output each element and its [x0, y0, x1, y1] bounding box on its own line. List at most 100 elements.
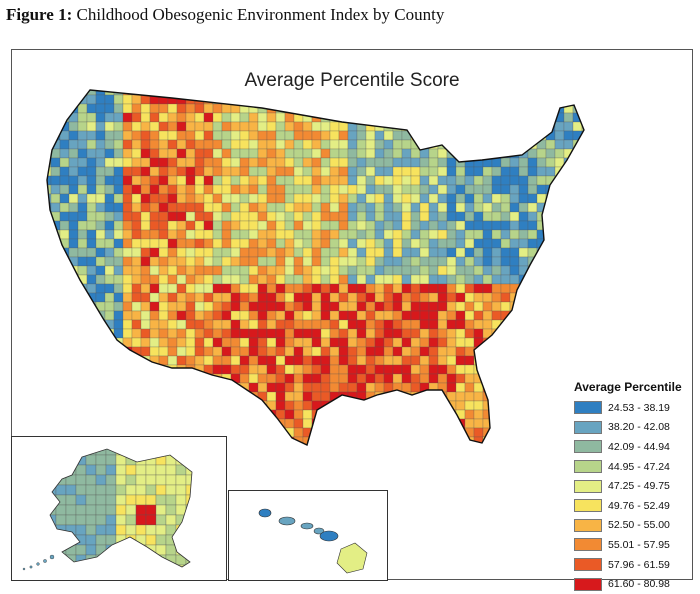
county-cell: [437, 220, 448, 231]
county-cell: [401, 175, 412, 186]
county-cell: [374, 310, 385, 321]
county-cell: [356, 202, 367, 213]
borough-cell: [65, 524, 77, 536]
county-cell: [95, 211, 106, 222]
county-cell: [47, 346, 52, 357]
county-cell: [401, 166, 412, 177]
county-cell: [230, 337, 241, 348]
county-cell: [95, 382, 106, 393]
county-cell: [68, 409, 79, 420]
county-cell: [401, 157, 412, 168]
county-cell: [356, 283, 367, 294]
county-cell: [77, 166, 88, 177]
county-cell: [365, 229, 376, 240]
county-cell: [563, 94, 574, 105]
borough-cell: [165, 454, 177, 466]
legend-swatch: [574, 479, 602, 493]
county-cell: [140, 418, 151, 429]
county-cell: [546, 446, 555, 455]
county-cell: [410, 247, 421, 258]
county-cell: [239, 283, 250, 294]
county-cell: [275, 211, 286, 222]
county-cell: [464, 256, 475, 267]
county-cell: [500, 202, 511, 213]
county-cell: [509, 220, 520, 231]
county-cell: [104, 418, 115, 429]
county-cell: [509, 211, 520, 222]
county-cell: [527, 130, 538, 141]
county-cell: [536, 148, 547, 159]
county-cell: [122, 274, 133, 285]
county-cell: [591, 311, 600, 320]
county-cell: [482, 202, 493, 213]
county-cell: [77, 103, 88, 114]
county-cell: [122, 103, 133, 114]
county-cell: [572, 211, 583, 222]
county-cell: [509, 193, 520, 204]
county-cell: [113, 229, 124, 240]
legend-swatch: [574, 460, 602, 474]
county-cell: [473, 283, 484, 294]
county-cell: [257, 328, 268, 339]
county-cell: [356, 103, 367, 114]
county-cell: [482, 283, 493, 294]
county-cell: [473, 391, 484, 402]
county-cell: [275, 373, 286, 384]
county-cell: [77, 184, 88, 195]
county-cell: [446, 355, 457, 366]
county-cell: [392, 391, 403, 402]
county-cell: [257, 355, 268, 366]
county-cell: [374, 436, 385, 445]
county-cell: [455, 355, 466, 366]
county-cell: [347, 355, 358, 366]
county-cell: [122, 319, 133, 330]
county-cell: [140, 283, 151, 294]
county-cell: [185, 319, 196, 330]
county-cell: [428, 130, 439, 141]
county-cell: [266, 238, 277, 249]
borough-cell: [175, 554, 187, 566]
county-cell: [383, 247, 394, 258]
county-cell: [203, 418, 214, 429]
county-cell: [113, 418, 124, 429]
county-cell: [158, 121, 169, 132]
county-cell: [311, 247, 322, 258]
county-cell: [77, 391, 88, 402]
county-cell: [374, 103, 385, 114]
county-cell: [86, 103, 97, 114]
county-cell: [446, 436, 457, 445]
county-cell: [140, 265, 151, 276]
county-cell: [50, 247, 61, 258]
county-cell: [338, 103, 349, 114]
county-cell: [167, 130, 178, 141]
county-cell: [122, 157, 133, 168]
county-cell: [518, 355, 529, 366]
borough-cell: [85, 464, 97, 476]
county-cell: [527, 364, 538, 375]
county-cell: [428, 148, 439, 159]
county-cell: [527, 373, 538, 384]
borough-cell: [165, 514, 177, 526]
county-cell: [401, 409, 412, 420]
county-cell: [437, 256, 448, 267]
county-cell: [311, 211, 322, 222]
county-cell: [383, 238, 394, 249]
county-cell: [131, 139, 142, 150]
county-cell: [239, 139, 250, 150]
county-cell: [167, 382, 178, 393]
county-cell: [212, 90, 223, 96]
county-cell: [176, 130, 187, 141]
county-cell: [158, 382, 169, 393]
county-cell: [410, 103, 421, 114]
county-cell: [320, 220, 331, 231]
county-cell: [509, 355, 520, 366]
county-cell: [491, 418, 502, 429]
borough-cell: [125, 454, 137, 466]
county-cell: [518, 292, 529, 303]
county-cell: [464, 148, 475, 159]
county-cell: [59, 103, 70, 114]
county-cell: [86, 148, 97, 159]
borough-cell: [85, 454, 97, 466]
county-cell: [104, 310, 115, 321]
county-cell: [68, 337, 79, 348]
